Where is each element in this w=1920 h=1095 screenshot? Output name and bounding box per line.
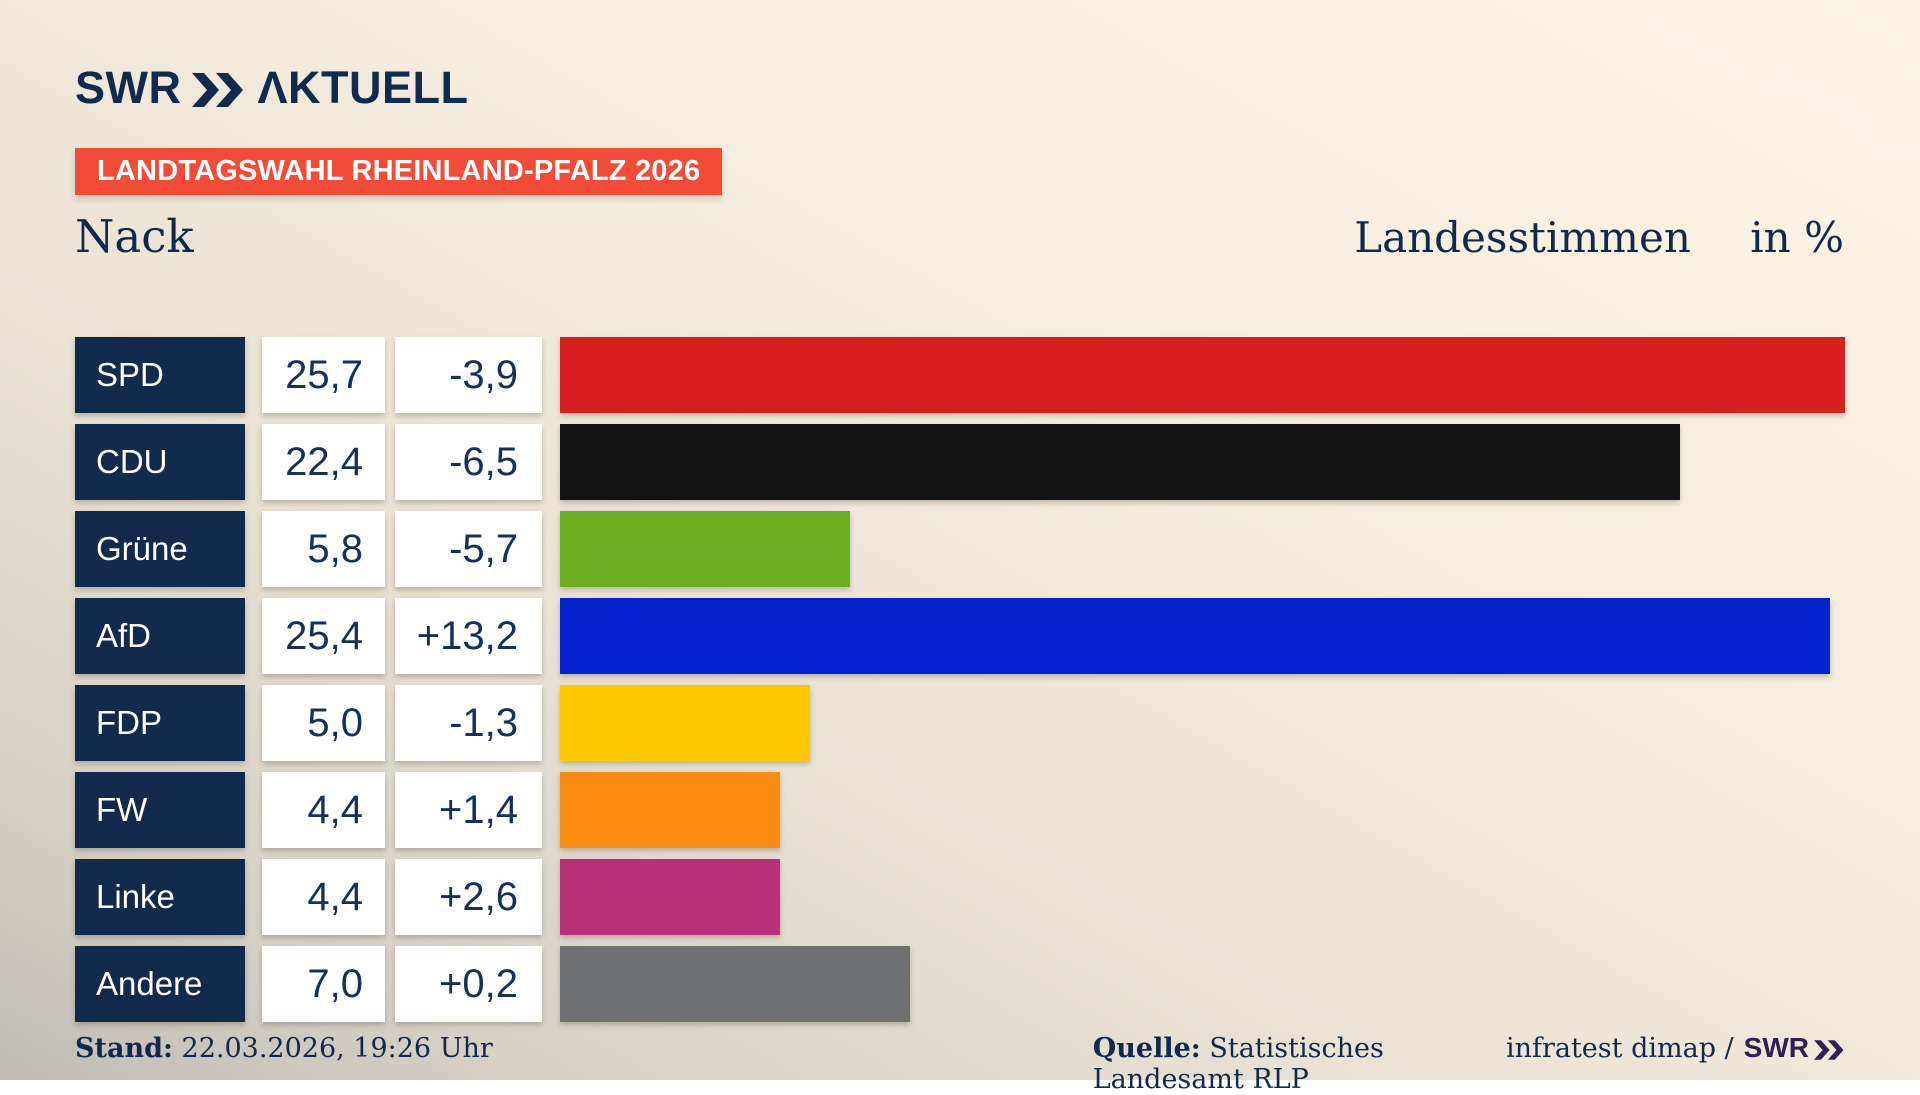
party-change: +0,2 bbox=[395, 946, 542, 1022]
measure-label: Landesstimmen bbox=[1354, 213, 1691, 262]
swr-logo-text: SWR bbox=[75, 62, 182, 113]
bar-track bbox=[560, 511, 1920, 587]
party-change: -5,7 bbox=[395, 511, 542, 587]
party-change: -1,3 bbox=[395, 685, 542, 761]
result-row: SPD 25,7 -3,9 bbox=[75, 337, 1920, 413]
swr-aktuell-logo: SWR ΛKTUELL bbox=[75, 62, 469, 114]
party-value: 25,7 bbox=[262, 337, 385, 413]
source-info: Quelle: Statistisches Landesamt RLP bbox=[1093, 1033, 1506, 1095]
party-bar bbox=[560, 598, 1830, 674]
bar-track bbox=[560, 598, 1920, 674]
party-bar bbox=[560, 685, 810, 761]
party-label: Andere bbox=[75, 946, 245, 1022]
party-value: 4,4 bbox=[262, 772, 385, 848]
party-change: +2,6 bbox=[395, 859, 542, 935]
bar-track bbox=[560, 337, 1920, 413]
aktuell-logo-text: ΛKTUELL bbox=[257, 62, 469, 113]
party-bar bbox=[560, 337, 1845, 413]
chart-rows: SPD 25,7 -3,9 CDU 22,4 -6,5 Grüne 5,8 -5… bbox=[75, 337, 1920, 1022]
bar-track bbox=[560, 424, 1920, 500]
party-label: Grüne bbox=[75, 511, 245, 587]
party-change: -6,5 bbox=[395, 424, 542, 500]
result-row: CDU 22,4 -6,5 bbox=[75, 424, 1920, 500]
party-bar bbox=[560, 511, 850, 587]
party-value: 7,0 bbox=[262, 946, 385, 1022]
party-bar bbox=[560, 859, 780, 935]
party-change: +13,2 bbox=[395, 598, 542, 674]
stand-value: 22.03.2026, 19:26 Uhr bbox=[181, 1032, 493, 1064]
party-label: FDP bbox=[75, 685, 245, 761]
source-value: Statistisches Landesamt RLP bbox=[1092, 1032, 1384, 1095]
footer: Stand: 22.03.2026, 19:26 Uhr Quelle: Sta… bbox=[75, 1032, 1844, 1095]
result-row: Andere 7,0 +0,2 bbox=[75, 946, 1920, 1022]
party-change: -3,9 bbox=[395, 337, 542, 413]
party-label: AfD bbox=[75, 598, 245, 674]
stand-label: Stand: bbox=[75, 1032, 173, 1064]
party-bar bbox=[560, 424, 1680, 500]
party-value: 22,4 bbox=[262, 424, 385, 500]
bar-track bbox=[560, 685, 1920, 761]
party-label: Linke bbox=[75, 859, 245, 935]
election-banner: LANDTAGSWAHL RHEINLAND-PFALZ 2026 bbox=[75, 148, 723, 195]
credit-info: infratest dimap / SWR bbox=[1506, 1032, 1844, 1064]
bar-track bbox=[560, 946, 1920, 1022]
party-bar bbox=[560, 946, 910, 1022]
bar-track bbox=[560, 772, 1920, 848]
unit-label: in % bbox=[1750, 213, 1844, 262]
party-bar bbox=[560, 772, 780, 848]
party-change: +1,4 bbox=[395, 772, 542, 848]
municipality-title: Nack bbox=[75, 210, 194, 263]
source-label: Quelle: bbox=[1092, 1032, 1201, 1064]
party-value: 25,4 bbox=[262, 598, 385, 674]
party-value: 5,0 bbox=[262, 685, 385, 761]
credit-swr-logo: SWR bbox=[1744, 1032, 1844, 1064]
swr-chevrons-icon bbox=[191, 73, 243, 107]
measure-title: Landesstimmen in % bbox=[1354, 213, 1844, 262]
party-label: SPD bbox=[75, 337, 245, 413]
party-label: FW bbox=[75, 772, 245, 848]
title-row: Nack Landesstimmen in % bbox=[75, 210, 1844, 263]
party-label: CDU bbox=[75, 424, 245, 500]
party-value: 5,8 bbox=[262, 511, 385, 587]
credit-text: infratest dimap / bbox=[1505, 1032, 1734, 1064]
result-row: FDP 5,0 -1,3 bbox=[75, 685, 1920, 761]
result-row: FW 4,4 +1,4 bbox=[75, 772, 1920, 848]
stand-info: Stand: 22.03.2026, 19:26 Uhr bbox=[75, 1033, 493, 1064]
result-row: Linke 4,4 +2,6 bbox=[75, 859, 1920, 935]
party-value: 4,4 bbox=[262, 859, 385, 935]
credit-swr-text: SWR bbox=[1743, 1032, 1809, 1063]
result-row: AfD 25,4 +13,2 bbox=[75, 598, 1920, 674]
credit-swr-chevrons-icon bbox=[1814, 1039, 1844, 1060]
result-row: Grüne 5,8 -5,7 bbox=[75, 511, 1920, 587]
bar-track bbox=[560, 859, 1920, 935]
